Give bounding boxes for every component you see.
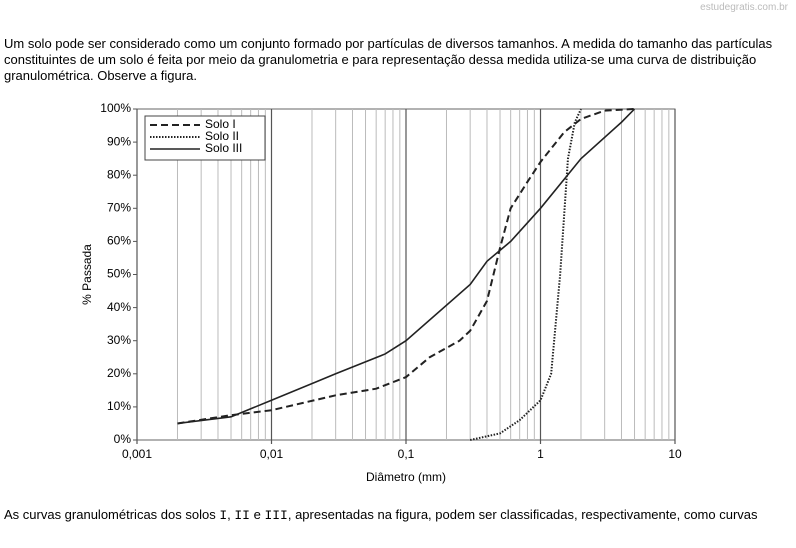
legend-label: Solo II [205, 129, 239, 143]
question-text: As curvas granulométricas dos solos I, I… [4, 507, 792, 524]
y-tick-label: 20% [107, 366, 131, 380]
y-tick-label: 50% [107, 267, 131, 281]
y-tick-label: 30% [107, 333, 131, 347]
question-segment: I [219, 508, 228, 523]
x-tick-label: 10 [668, 447, 682, 461]
y-tick-label: 80% [107, 167, 131, 181]
series-line [177, 108, 635, 425]
y-tick-label: 0% [114, 432, 132, 446]
series-line [469, 108, 582, 441]
x-tick-label: 0,01 [260, 447, 284, 461]
y-tick-label: 10% [107, 399, 131, 413]
chart: 0,001 0,01 0,1 1 100%10%20%30%40%50%60%70%80… [80, 101, 682, 484]
site-name: estudegratis.com.br [700, 2, 788, 13]
question-segment: As curvas granulométricas dos solos [4, 507, 220, 522]
legend-label: Solo III [205, 141, 242, 155]
question-segment: III [264, 508, 288, 523]
y-tick-label: 60% [107, 234, 131, 248]
question-segment: , apresentadas na figura, podem ser clas… [287, 507, 758, 522]
series-line [177, 108, 636, 425]
y-axis-label: % Passada [80, 244, 94, 305]
x-tick-label: 0,1 [398, 447, 415, 461]
y-tick-label: 70% [107, 200, 131, 214]
x-tick-label: 0,001 [122, 447, 152, 461]
y-tick-label: 90% [107, 134, 131, 148]
intro-text: Um solo pode ser considerado como um con… [4, 36, 773, 83]
y-tick-label: 40% [107, 300, 131, 314]
question-segment: , [227, 507, 235, 522]
x-tick-label: 1 [537, 447, 544, 461]
legend-label: Solo I [205, 117, 236, 131]
question-segment: II [234, 508, 250, 523]
question-segment: e [249, 507, 265, 522]
y-tick-label: 100% [100, 101, 131, 115]
x-axis-label: Diâmetro (mm) [366, 470, 446, 484]
